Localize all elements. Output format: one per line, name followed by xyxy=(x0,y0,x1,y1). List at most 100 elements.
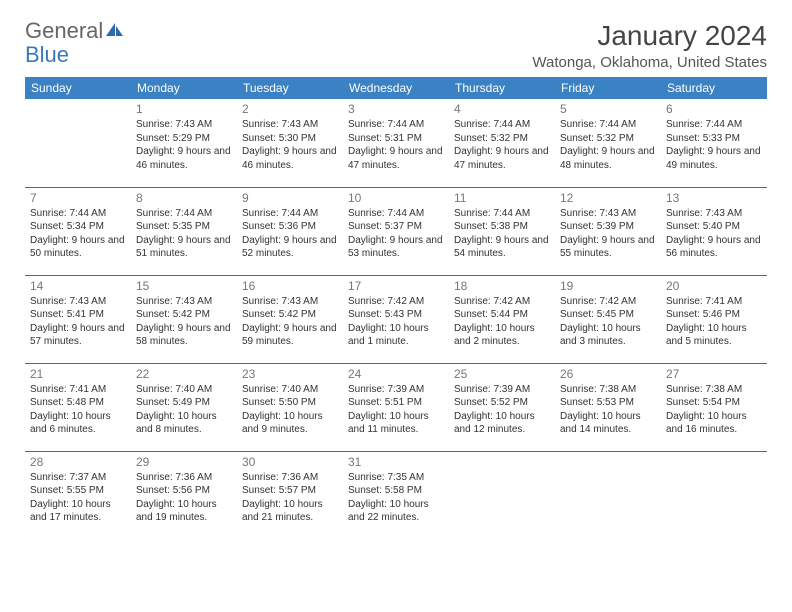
day-details: Sunrise: 7:43 AMSunset: 5:42 PMDaylight:… xyxy=(136,295,232,349)
calendar-day-cell: 5 Sunrise: 7:44 AMSunset: 5:32 PMDaylight… xyxy=(555,99,661,187)
calendar-day-cell: 2 Sunrise: 7:43 AMSunset: 5:30 PMDaylight… xyxy=(237,99,343,187)
day-number: 14 xyxy=(30,279,126,293)
day-details: Sunrise: 7:43 AMSunset: 5:29 PMDaylight:… xyxy=(136,118,232,172)
weekday-header: Thursday xyxy=(449,77,555,99)
calendar-day-cell: 24 Sunrise: 7:39 AMSunset: 5:51 PMDayligh… xyxy=(343,363,449,451)
calendar-day-cell: 12 Sunrise: 7:43 AMSunset: 5:39 PMDayligh… xyxy=(555,187,661,275)
day-number: 30 xyxy=(242,455,338,469)
day-number: 26 xyxy=(560,367,656,381)
calendar-day-cell: 19 Sunrise: 7:42 AMSunset: 5:45 PMDayligh… xyxy=(555,275,661,363)
calendar-day-cell: 4 Sunrise: 7:44 AMSunset: 5:32 PMDaylight… xyxy=(449,99,555,187)
day-number: 28 xyxy=(30,455,126,469)
weekday-header: Sunday xyxy=(25,77,131,99)
day-details: Sunrise: 7:42 AMSunset: 5:45 PMDaylight:… xyxy=(560,295,656,349)
day-details: Sunrise: 7:44 AMSunset: 5:32 PMDaylight:… xyxy=(454,118,550,172)
page-header: GeneralBlue January 2024 Watonga, Oklaho… xyxy=(25,20,767,71)
brand-logo: GeneralBlue xyxy=(25,20,125,66)
day-number: 25 xyxy=(454,367,550,381)
calendar-day-cell: 30 Sunrise: 7:36 AMSunset: 5:57 PMDayligh… xyxy=(237,451,343,539)
day-details: Sunrise: 7:44 AMSunset: 5:38 PMDaylight:… xyxy=(454,207,550,261)
calendar-empty-cell xyxy=(25,99,131,187)
day-details: Sunrise: 7:39 AMSunset: 5:51 PMDaylight:… xyxy=(348,383,444,437)
month-title: January 2024 xyxy=(532,20,767,52)
day-details: Sunrise: 7:40 AMSunset: 5:49 PMDaylight:… xyxy=(136,383,232,437)
calendar-empty-cell xyxy=(555,451,661,539)
location-text: Watonga, Oklahoma, United States xyxy=(532,54,767,71)
day-number: 5 xyxy=(560,102,656,116)
day-details: Sunrise: 7:41 AMSunset: 5:46 PMDaylight:… xyxy=(666,295,762,349)
calendar-header-row: SundayMondayTuesdayWednesdayThursdayFrid… xyxy=(25,77,767,99)
logo-text-general: General xyxy=(25,18,103,43)
day-details: Sunrise: 7:36 AMSunset: 5:57 PMDaylight:… xyxy=(242,471,338,525)
day-details: Sunrise: 7:44 AMSunset: 5:32 PMDaylight:… xyxy=(560,118,656,172)
day-details: Sunrise: 7:37 AMSunset: 5:55 PMDaylight:… xyxy=(30,471,126,525)
day-details: Sunrise: 7:43 AMSunset: 5:39 PMDaylight:… xyxy=(560,207,656,261)
calendar-day-cell: 9Sunrise: 7:44 AMSunset: 5:36 PMDaylight… xyxy=(237,187,343,275)
day-number: 2 xyxy=(242,102,338,116)
calendar-day-cell: 10 Sunrise: 7:44 AMSunset: 5:37 PMDayligh… xyxy=(343,187,449,275)
calendar-day-cell: 22 Sunrise: 7:40 AMSunset: 5:49 PMDayligh… xyxy=(131,363,237,451)
weekday-header: Monday xyxy=(131,77,237,99)
calendar-table: SundayMondayTuesdayWednesdayThursdayFrid… xyxy=(25,77,767,539)
day-number: 13 xyxy=(666,191,762,205)
day-details: Sunrise: 7:43 AMSunset: 5:40 PMDaylight:… xyxy=(666,207,762,261)
day-details: Sunrise: 7:38 AMSunset: 5:54 PMDaylight:… xyxy=(666,383,762,437)
calendar-day-cell: 17Sunrise: 7:42 AMSunset: 5:43 PMDayligh… xyxy=(343,275,449,363)
day-details: Sunrise: 7:43 AMSunset: 5:41 PMDaylight:… xyxy=(30,295,126,349)
calendar-week-row: 21 Sunrise: 7:41 AMSunset: 5:48 PMDayligh… xyxy=(25,363,767,451)
day-details: Sunrise: 7:44 AMSunset: 5:33 PMDaylight:… xyxy=(666,118,762,172)
day-details: Sunrise: 7:44 AMSunset: 5:35 PMDaylight:… xyxy=(136,207,232,261)
day-number: 22 xyxy=(136,367,232,381)
day-number: 19 xyxy=(560,279,656,293)
day-number: 24 xyxy=(348,367,444,381)
calendar-day-cell: 6Sunrise: 7:44 AMSunset: 5:33 PMDaylight… xyxy=(661,99,767,187)
calendar-day-cell: 15Sunrise: 7:43 AMSunset: 5:42 PMDayligh… xyxy=(131,275,237,363)
calendar-week-row: 1 Sunrise: 7:43 AMSunset: 5:29 PMDaylight… xyxy=(25,99,767,187)
day-details: Sunrise: 7:36 AMSunset: 5:56 PMDaylight:… xyxy=(136,471,232,525)
day-details: Sunrise: 7:38 AMSunset: 5:53 PMDaylight:… xyxy=(560,383,656,437)
calendar-day-cell: 3 Sunrise: 7:44 AMSunset: 5:31 PMDaylight… xyxy=(343,99,449,187)
day-number: 8 xyxy=(136,191,232,205)
day-details: Sunrise: 7:41 AMSunset: 5:48 PMDaylight:… xyxy=(30,383,126,437)
day-number: 20 xyxy=(666,279,762,293)
calendar-day-cell: 31 Sunrise: 7:35 AMSunset: 5:58 PMDayligh… xyxy=(343,451,449,539)
weekday-header: Friday xyxy=(555,77,661,99)
day-number: 29 xyxy=(136,455,232,469)
day-details: Sunrise: 7:44 AMSunset: 5:34 PMDaylight:… xyxy=(30,207,126,261)
day-number: 21 xyxy=(30,367,126,381)
day-details: Sunrise: 7:39 AMSunset: 5:52 PMDaylight:… xyxy=(454,383,550,437)
day-details: Sunrise: 7:43 AMSunset: 5:30 PMDaylight:… xyxy=(242,118,338,172)
day-number: 9 xyxy=(242,191,338,205)
day-number: 12 xyxy=(560,191,656,205)
title-block: January 2024 Watonga, Oklahoma, United S… xyxy=(532,20,767,71)
day-number: 4 xyxy=(454,102,550,116)
logo-text-blue: Blue xyxy=(25,44,125,66)
day-details: Sunrise: 7:44 AMSunset: 5:31 PMDaylight:… xyxy=(348,118,444,172)
day-details: Sunrise: 7:35 AMSunset: 5:58 PMDaylight:… xyxy=(348,471,444,525)
calendar-empty-cell xyxy=(661,451,767,539)
calendar-day-cell: 11 Sunrise: 7:44 AMSunset: 5:38 PMDayligh… xyxy=(449,187,555,275)
calendar-day-cell: 29 Sunrise: 7:36 AMSunset: 5:56 PMDayligh… xyxy=(131,451,237,539)
calendar-day-cell: 28 Sunrise: 7:37 AMSunset: 5:55 PMDayligh… xyxy=(25,451,131,539)
day-details: Sunrise: 7:44 AMSunset: 5:37 PMDaylight:… xyxy=(348,207,444,261)
calendar-day-cell: 8 Sunrise: 7:44 AMSunset: 5:35 PMDaylight… xyxy=(131,187,237,275)
day-number: 11 xyxy=(454,191,550,205)
calendar-day-cell: 27 Sunrise: 7:38 AMSunset: 5:54 PMDayligh… xyxy=(661,363,767,451)
calendar-day-cell: 20 Sunrise: 7:41 AMSunset: 5:46 PMDayligh… xyxy=(661,275,767,363)
day-number: 3 xyxy=(348,102,444,116)
calendar-day-cell: 25 Sunrise: 7:39 AMSunset: 5:52 PMDayligh… xyxy=(449,363,555,451)
weekday-header: Saturday xyxy=(661,77,767,99)
day-number: 1 xyxy=(136,102,232,116)
day-number: 10 xyxy=(348,191,444,205)
day-number: 31 xyxy=(348,455,444,469)
logo-sail-icon xyxy=(105,20,125,42)
day-number: 27 xyxy=(666,367,762,381)
calendar-day-cell: 1 Sunrise: 7:43 AMSunset: 5:29 PMDaylight… xyxy=(131,99,237,187)
calendar-day-cell: 14 Sunrise: 7:43 AMSunset: 5:41 PMDayligh… xyxy=(25,275,131,363)
calendar-day-cell: 26 Sunrise: 7:38 AMSunset: 5:53 PMDayligh… xyxy=(555,363,661,451)
weekday-header: Tuesday xyxy=(237,77,343,99)
day-number: 23 xyxy=(242,367,338,381)
day-details: Sunrise: 7:40 AMSunset: 5:50 PMDaylight:… xyxy=(242,383,338,437)
calendar-day-cell: 18Sunrise: 7:42 AMSunset: 5:44 PMDayligh… xyxy=(449,275,555,363)
calendar-week-row: 7Sunrise: 7:44 AMSunset: 5:34 PMDaylight… xyxy=(25,187,767,275)
